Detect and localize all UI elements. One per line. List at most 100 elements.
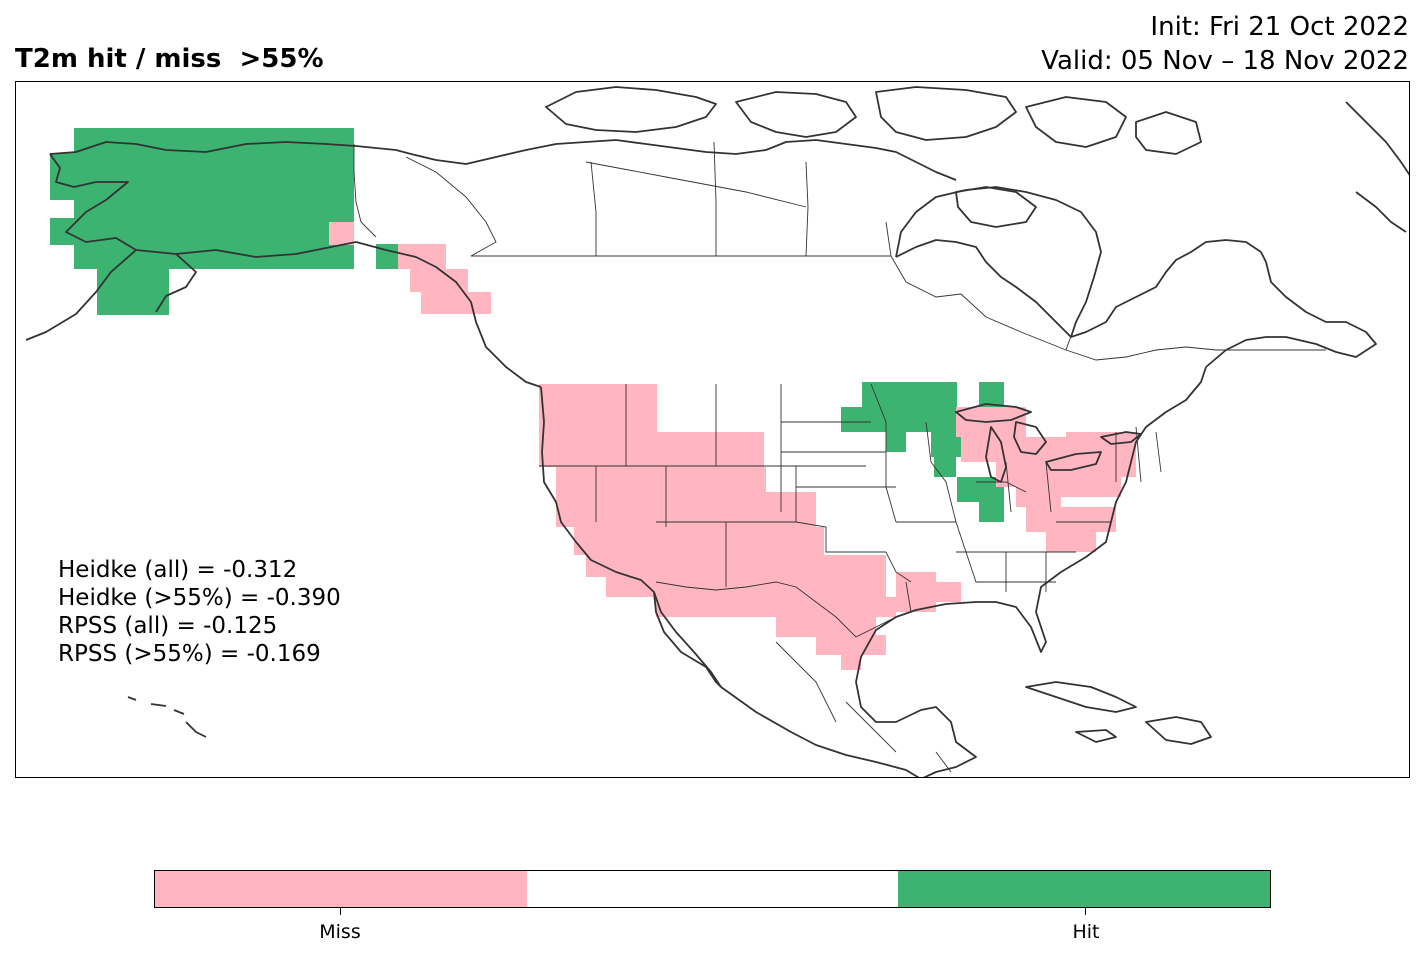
border-line xyxy=(1005,461,1012,513)
border-line xyxy=(405,156,497,257)
coastline xyxy=(720,686,920,777)
border-line xyxy=(1135,426,1142,483)
miss-cell xyxy=(556,492,816,527)
coastline xyxy=(1205,251,1377,368)
border-line xyxy=(590,161,597,256)
score-rpss-all: RPSS (all) = -0.125 xyxy=(58,613,278,639)
colorbar-label-hit: Hit xyxy=(1072,921,1100,943)
border-line xyxy=(935,751,952,773)
border-line xyxy=(845,701,897,753)
border-line xyxy=(1065,301,1087,351)
coastline xyxy=(735,91,857,138)
border-line xyxy=(775,641,837,723)
coastline xyxy=(1135,111,1202,155)
coastline xyxy=(1045,451,1102,471)
miss-cell xyxy=(1056,477,1121,497)
hit-cell xyxy=(841,407,886,432)
coastline xyxy=(1025,96,1127,148)
miss-cell xyxy=(556,467,766,492)
coastline xyxy=(1013,421,1047,455)
hit-cell xyxy=(934,442,956,477)
miss-cell xyxy=(539,384,657,434)
valid-range: Valid: 05 Nov – 18 Nov 2022 xyxy=(1041,46,1409,76)
coastline xyxy=(1145,716,1212,745)
miss-cell xyxy=(410,269,468,292)
hit-cell xyxy=(74,223,354,269)
coastline xyxy=(955,403,1032,423)
miss-cell xyxy=(574,527,824,555)
coastline xyxy=(150,703,167,707)
border-line xyxy=(655,581,897,638)
border-line xyxy=(1155,431,1162,473)
skill-scores: Heidke (all) = -0.312 Heidke (>55%) = -0… xyxy=(58,556,341,668)
coastline xyxy=(1075,729,1117,743)
miss-cell xyxy=(398,244,446,269)
miss-cell xyxy=(421,292,491,314)
colorbar-miss-segment xyxy=(155,871,527,907)
political-borders xyxy=(353,141,1326,773)
coastline xyxy=(653,591,722,688)
coastline xyxy=(135,241,542,388)
map-canvas xyxy=(25,86,1409,777)
coastline xyxy=(955,186,1037,228)
border-line xyxy=(795,521,886,553)
coastline xyxy=(185,721,207,738)
hit-cell xyxy=(50,153,90,200)
border-line xyxy=(925,421,957,523)
miss-cell xyxy=(1046,532,1096,552)
hit-cell xyxy=(886,432,906,452)
miss-cell xyxy=(961,437,1076,462)
score-heidke-55: Heidke (>55%) = -0.390 xyxy=(58,585,341,611)
coastline xyxy=(49,141,412,155)
coastline xyxy=(1025,681,1137,713)
colorbar-tick-hit xyxy=(1085,908,1086,915)
colorbar-neutral-segment xyxy=(526,871,899,907)
coastline xyxy=(1355,191,1407,233)
init-date: Init: Fri 21 Oct 2022 xyxy=(1150,12,1409,42)
score-heidke-all: Heidke (all) = -0.312 xyxy=(58,557,298,583)
coastline xyxy=(995,366,1207,653)
border-line xyxy=(713,141,717,256)
miss-cell xyxy=(656,597,896,617)
colorbar-tick-miss xyxy=(340,908,341,915)
border-line xyxy=(353,144,377,238)
miss-cell xyxy=(916,582,961,602)
map-panel xyxy=(15,81,1410,778)
coastline xyxy=(540,386,722,688)
miss-cell xyxy=(841,655,861,670)
date-info: Init: Fri 21 Oct 2022 Valid: 05 Nov – 18… xyxy=(1041,10,1409,78)
coastline xyxy=(25,153,137,341)
map-title: T2m hit / miss >55% xyxy=(15,44,324,74)
border-line xyxy=(885,221,892,257)
border-line xyxy=(905,581,912,613)
colorbar xyxy=(154,870,1271,908)
border-line xyxy=(976,481,1027,493)
miss-cell xyxy=(1026,507,1116,532)
miss-cell xyxy=(586,555,886,577)
coastline xyxy=(155,253,197,313)
miss-cell xyxy=(816,635,886,655)
border-line xyxy=(870,383,897,523)
miss-cell xyxy=(329,222,354,245)
coastline xyxy=(1100,431,1142,445)
border-line xyxy=(1045,461,1052,513)
border-line xyxy=(805,161,809,257)
colorbar-label-miss: Miss xyxy=(319,921,361,943)
colorbar-hit-segment xyxy=(898,871,1271,907)
border-line xyxy=(890,255,1326,361)
hit-cell xyxy=(97,269,169,315)
coastline xyxy=(127,696,137,701)
coastline xyxy=(875,86,1017,141)
verification-cells xyxy=(50,128,1136,670)
miss-cell xyxy=(539,432,764,467)
coastline xyxy=(895,186,1102,338)
coastline xyxy=(855,601,996,777)
border-line xyxy=(585,161,807,208)
score-rpss-55: RPSS (>55%) = -0.169 xyxy=(58,641,321,667)
coastline xyxy=(1345,101,1409,176)
coastline xyxy=(173,709,185,715)
coastline xyxy=(410,139,957,181)
border-line xyxy=(885,551,912,583)
coastline xyxy=(545,86,717,133)
coastline xyxy=(895,239,1262,338)
